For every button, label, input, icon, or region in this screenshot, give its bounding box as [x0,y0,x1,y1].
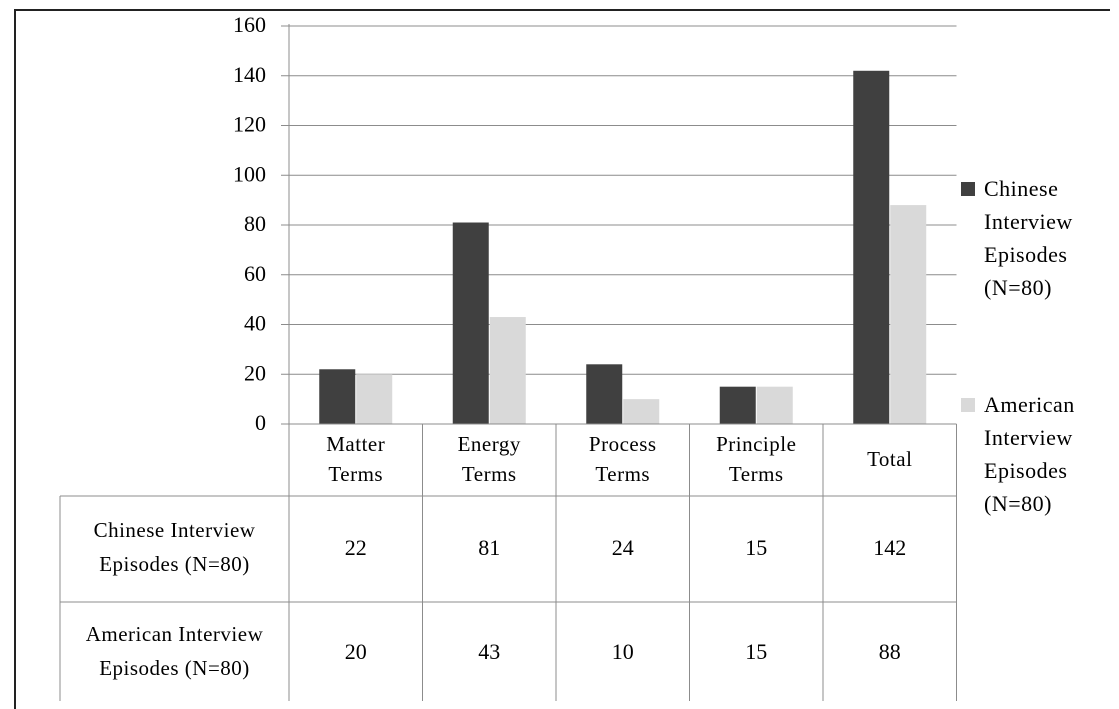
y-tick-label: 60 [244,261,266,286]
table-value-cell: 22 [345,535,367,560]
category-label: Principle Terms [716,432,796,486]
bar-series-2 [623,399,660,424]
table-value-cell: 10 [612,639,634,664]
chart-frame [14,9,1110,709]
category-label: Matter Terms [326,432,385,486]
legend-label-series-2: American Interview Episodes (N=80) [984,392,1075,516]
y-tick-label: 100 [233,161,266,186]
table-value-cell: 43 [478,639,500,664]
category-label-line: Matter [326,432,385,456]
y-tick-label: 0 [255,410,266,435]
y-tick-label: 20 [244,360,266,385]
series-row-header: American Interview Episodes (N=80) [86,622,264,680]
category-label-line: Terms [462,462,517,486]
series-row-header-line: Episodes (N=80) [99,552,250,576]
bar-series-2 [756,386,793,424]
category-label: Process Terms [589,432,657,486]
category-label-line: Terms [729,462,784,486]
legend-label-line: Chinese [984,176,1058,201]
bar-series-2 [489,317,526,424]
table-value-cell: 15 [745,535,767,560]
table-value-cell: 88 [879,639,901,664]
series-row-header-line: Episodes (N=80) [99,656,250,680]
bar-series-1 [586,364,623,424]
y-tick-label: 120 [233,112,266,137]
series-row-header-line: American Interview [86,622,264,646]
bar-series-2 [890,205,927,424]
bar-series-2 [356,374,393,424]
category-label: Energy Terms [458,432,521,486]
legend-label-series-1: Chinese Interview Episodes (N=80) [984,176,1073,300]
legend-label-line: Episodes [984,242,1067,267]
legend-swatch-series-2 [961,398,975,412]
bars [319,70,927,425]
y-tick-label: 80 [244,211,266,236]
table-value-cell: 24 [612,535,634,560]
category-label-line: Terms [328,462,383,486]
bar-series-1 [719,386,756,424]
category-label: Total [867,447,912,471]
legend-label-line: American [984,392,1075,417]
category-label-line: Principle [716,432,796,456]
y-tick-label: 40 [244,311,266,336]
category-label-line: Terms [595,462,650,486]
category-label-line: Total [867,447,912,471]
category-label-line: Process [589,432,657,456]
legend-label-line: (N=80) [984,275,1052,300]
legend-swatch-series-1 [961,182,975,196]
bar-series-1 [853,70,890,425]
y-tick-label: 140 [233,62,266,87]
bar-series-1 [452,222,489,424]
table-value-cell: 20 [345,639,367,664]
table-value-cell: 142 [873,535,906,560]
legend-label-line: Interview [984,425,1073,450]
legend: Chinese Interview Episodes (N=80) American In… [961,176,1075,516]
table-value-cell: 81 [478,535,500,560]
y-tick-label: 160 [233,12,266,37]
series-row-header: Chinese Interview Episodes (N=80) [94,518,256,576]
y-axis-ticks: 0 20 40 60 80 100 120 140 160 [233,12,266,435]
legend-label-line: Episodes [984,458,1067,483]
category-label-line: Energy [458,432,521,456]
legend-label-line: Interview [984,209,1073,234]
series-row-header-line: Chinese Interview [94,518,256,542]
legend-label-line: (N=80) [984,491,1052,516]
table-value-cell: 15 [745,639,767,664]
bar-series-1 [319,369,356,424]
